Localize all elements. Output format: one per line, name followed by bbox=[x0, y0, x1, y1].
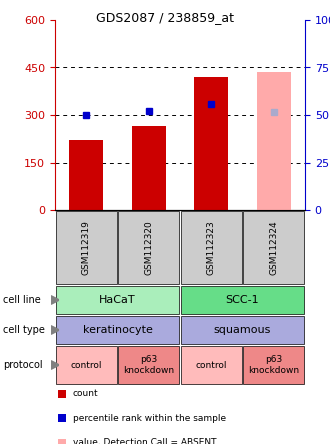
Bar bbox=[194, 77, 228, 210]
Bar bbox=[69, 140, 103, 210]
Bar bbox=[56, 211, 117, 284]
Bar bbox=[181, 316, 304, 345]
Text: p63
knockdown: p63 knockdown bbox=[123, 355, 174, 375]
Text: SCC-1: SCC-1 bbox=[226, 295, 259, 305]
Text: percentile rank within the sample: percentile rank within the sample bbox=[73, 414, 226, 423]
Text: squamous: squamous bbox=[214, 325, 271, 335]
Bar bbox=[243, 346, 304, 384]
Text: cell type: cell type bbox=[3, 325, 45, 335]
Text: value, Detection Call = ABSENT: value, Detection Call = ABSENT bbox=[73, 438, 216, 444]
Bar bbox=[56, 316, 180, 345]
Text: keratinocyte: keratinocyte bbox=[82, 325, 152, 335]
Bar bbox=[256, 72, 291, 210]
Text: protocol: protocol bbox=[3, 360, 43, 370]
Text: control: control bbox=[71, 361, 102, 369]
Text: GDS2087 / 238859_at: GDS2087 / 238859_at bbox=[96, 11, 234, 24]
Bar bbox=[181, 285, 304, 314]
Polygon shape bbox=[51, 296, 59, 304]
Polygon shape bbox=[51, 361, 59, 369]
Text: GSM112320: GSM112320 bbox=[144, 220, 153, 275]
Text: control: control bbox=[195, 361, 227, 369]
Text: GSM112319: GSM112319 bbox=[82, 220, 91, 275]
Bar bbox=[181, 346, 242, 384]
Text: cell line: cell line bbox=[3, 295, 41, 305]
Bar bbox=[181, 211, 242, 284]
Bar bbox=[243, 211, 304, 284]
Text: GSM112323: GSM112323 bbox=[207, 220, 216, 275]
Text: HaCaT: HaCaT bbox=[99, 295, 136, 305]
Text: count: count bbox=[73, 389, 99, 398]
Text: GSM112324: GSM112324 bbox=[269, 220, 278, 275]
Text: p63
knockdown: p63 knockdown bbox=[248, 355, 299, 375]
Bar bbox=[118, 346, 180, 384]
Bar bbox=[118, 211, 180, 284]
Bar bbox=[56, 346, 117, 384]
Bar bbox=[56, 285, 180, 314]
Polygon shape bbox=[51, 326, 59, 334]
Bar bbox=[132, 126, 166, 210]
